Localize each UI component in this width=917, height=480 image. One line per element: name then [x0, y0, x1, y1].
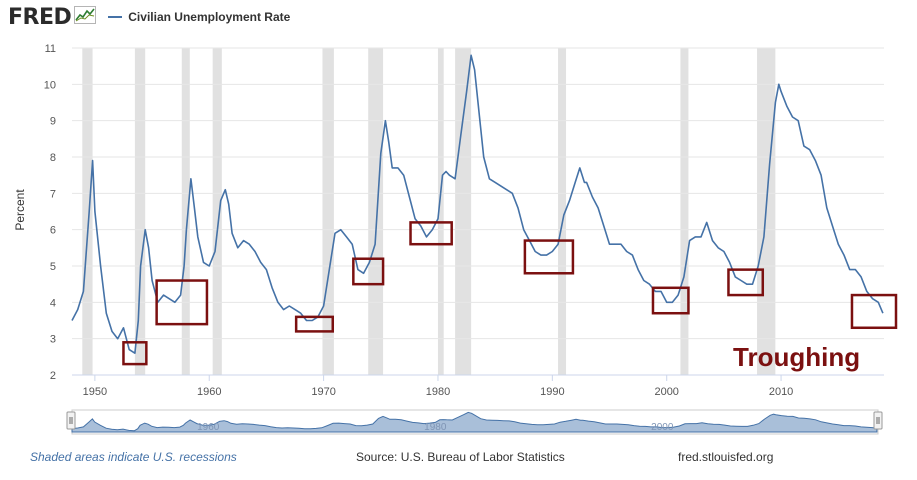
trough-box: [651, 286, 690, 315]
x-tick-label: 1950: [83, 386, 107, 398]
x-tick-label: 1990: [540, 386, 564, 398]
series-lines: [71, 54, 884, 355]
recession-band: [455, 48, 472, 375]
fred-logo[interactable]: FRED: [8, 4, 72, 30]
recession-bands: [82, 48, 776, 375]
recession-band: [680, 48, 689, 375]
navigator-labels: 1960 1980 2000: [197, 422, 674, 433]
fred-chart-icon: [74, 5, 97, 29]
recession-band: [368, 48, 384, 375]
fred-site-link[interactable]: fred.stlouisfed.org: [678, 450, 774, 464]
recession-band: [181, 48, 190, 375]
y-tick-label: 9: [50, 116, 56, 128]
y-tick-label: 3: [50, 334, 56, 346]
y-axis-ticks: 2 3 4 5 6 7 8 9 10 11: [44, 43, 56, 382]
trough-box: [409, 221, 453, 246]
recession-band: [212, 48, 222, 375]
trough-box: [850, 293, 898, 330]
time-navigator[interactable]: 1960 1980 2000: [66, 409, 883, 435]
trough-box: [294, 315, 335, 333]
y-tick-label: 8: [50, 152, 56, 164]
navigator-left-handle[interactable]: [66, 411, 76, 430]
x-tick-label: 2010: [769, 386, 793, 398]
navigator-label: 1980: [424, 422, 447, 433]
unemployment-chart[interactable]: 2 3 4 5 6 7 8 9 10 11 1950 1960 1970 1980 1990 2000 201…: [0, 0, 917, 445]
trough-boxes: [122, 221, 898, 366]
legend-swatch: [108, 16, 123, 18]
recession-band: [558, 48, 567, 375]
navigator-label: 1960: [197, 422, 220, 433]
y-tick-label: 4: [50, 297, 56, 309]
y-tick-label: 2: [50, 370, 56, 382]
legend-series-label[interactable]: Civilian Unemployment Rate: [128, 10, 291, 24]
trough-box: [122, 341, 148, 366]
y-tick-label: 5: [50, 261, 56, 273]
y-axis-label: Percent: [13, 189, 27, 231]
trough-box: [523, 239, 575, 275]
x-tick-label: 1980: [426, 386, 450, 398]
x-tick-label: 2000: [654, 386, 678, 398]
recession-band: [134, 48, 146, 375]
trough-box: [155, 279, 209, 326]
navigator-series-area: [71, 411, 878, 433]
navigator-right-handle[interactable]: [873, 411, 883, 430]
recession-note[interactable]: Shaded areas indicate U.S. recessions: [30, 450, 237, 464]
series-line: [71, 54, 884, 355]
trough-box: [727, 268, 765, 297]
recession-band: [82, 48, 93, 375]
recession-band: [322, 48, 334, 375]
navigator-label: 2000: [651, 422, 674, 433]
x-tick-label: 1960: [197, 386, 221, 398]
y-tick-label: 10: [44, 79, 56, 91]
troughing-annotation: Troughing: [733, 342, 860, 372]
y-tick-label: 11: [45, 43, 56, 55]
source-credit: Source: U.S. Bureau of Labor Statistics: [356, 450, 565, 464]
x-axis-ticks: 1950 1960 1970 1980 1990 2000 2010: [72, 374, 884, 398]
x-tick-label: 1970: [311, 386, 335, 398]
chart-header: FRED Civilian Unemployment Rate: [8, 4, 290, 30]
y-tick-label: 7: [50, 188, 56, 200]
trough-box: [352, 257, 385, 286]
recession-band: [437, 48, 444, 375]
y-tick-label: 6: [50, 225, 56, 237]
